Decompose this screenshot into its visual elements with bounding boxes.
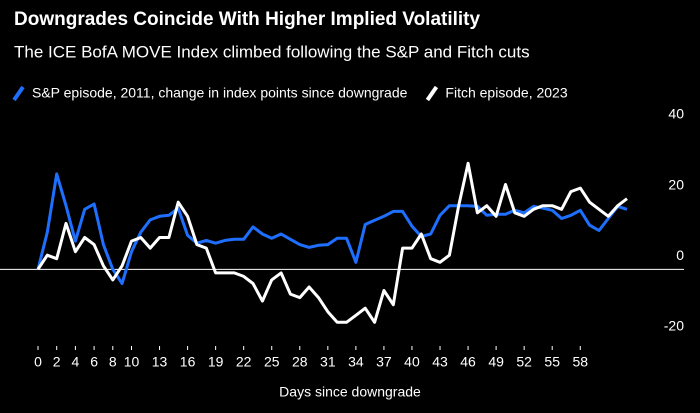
- x-tick-label: 6: [90, 354, 98, 370]
- legend-swatch: [425, 85, 439, 102]
- x-tick-label: 16: [180, 354, 196, 370]
- x-tick-label: 25: [264, 354, 280, 370]
- legend-label: Fitch episode, 2023: [445, 85, 567, 101]
- y-tick-label: -20: [664, 318, 684, 334]
- x-tick-label: 8: [109, 354, 117, 370]
- x-tick-label: 52: [516, 354, 532, 370]
- x-tick-label: 31: [320, 354, 336, 370]
- legend-label: S&P episode, 2011, change in index point…: [32, 85, 408, 101]
- y-tick-label: 40: [668, 106, 684, 122]
- x-tick-label: 28: [292, 354, 308, 370]
- y-tick-label: 20: [668, 176, 684, 192]
- x-tick-label: 4: [71, 354, 79, 370]
- chart-title: Downgrades Coincide With Higher Implied …: [14, 9, 481, 30]
- series-line: [36, 161, 628, 324]
- x-tick-label: 58: [572, 354, 588, 370]
- x-tick-label: 34: [348, 354, 364, 370]
- x-tick-label: 19: [208, 354, 224, 370]
- x-tick-label: 0: [34, 354, 42, 370]
- x-tick-label: 10: [124, 354, 140, 370]
- x-tick-label: 22: [236, 354, 252, 370]
- x-tick-label: 49: [488, 354, 504, 370]
- legend-swatch: [12, 85, 25, 102]
- y-tick-label: 0: [676, 247, 684, 263]
- x-tick-label: 37: [376, 354, 392, 370]
- x-tick-label: 2: [53, 354, 61, 370]
- series-line: [36, 172, 628, 285]
- chart-subtitle: The ICE BofA MOVE Index climbed followin…: [14, 42, 530, 61]
- x-tick-label: 43: [432, 354, 448, 370]
- x-tick-label: 46: [460, 354, 476, 370]
- x-tick-label: 13: [152, 354, 168, 370]
- x-tick-label: 40: [404, 354, 420, 370]
- x-axis-label: Days since downgrade: [279, 384, 421, 400]
- x-tick-label: 55: [544, 354, 560, 370]
